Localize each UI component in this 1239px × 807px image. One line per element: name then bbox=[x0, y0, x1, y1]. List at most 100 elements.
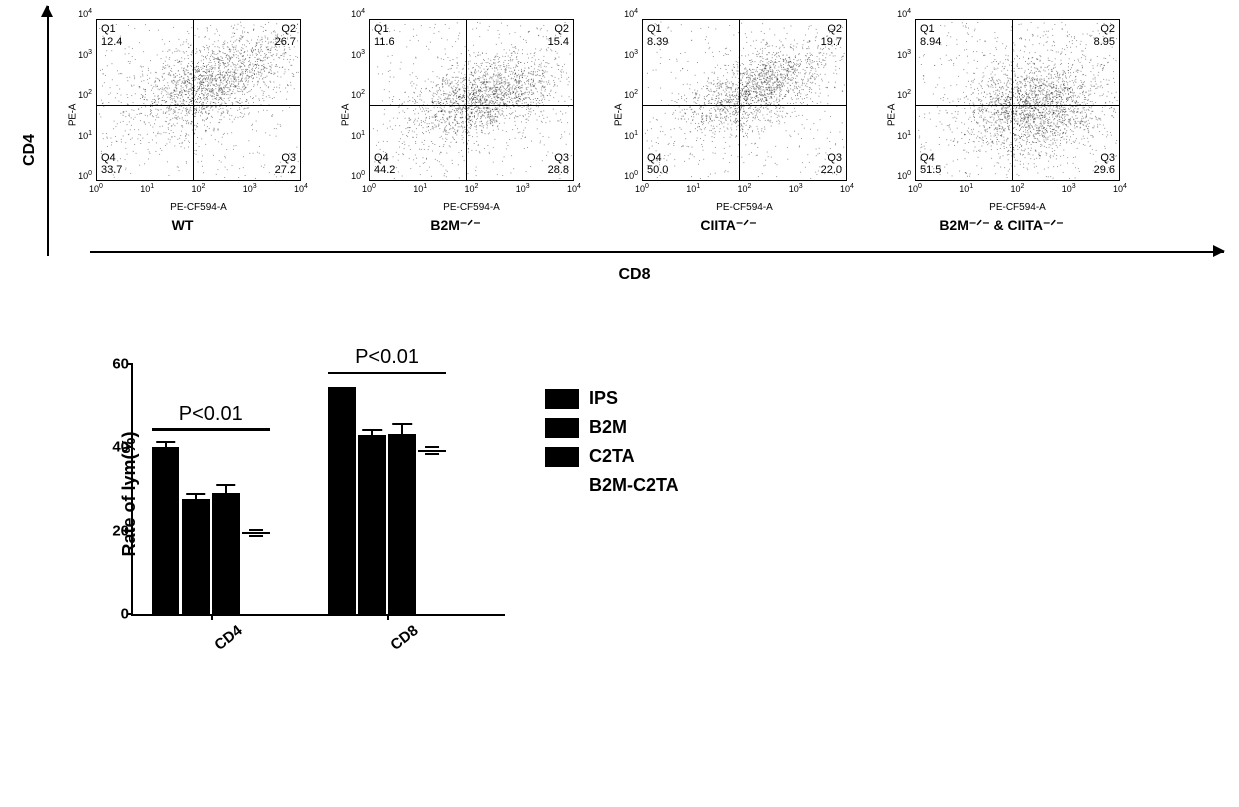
x-tick: 103 bbox=[1062, 183, 1076, 194]
scatter-plots-row: 100 101 102 103 104 PE-A Q112.4 Q226.7 Q327.2 Q43… bbox=[45, 15, 1224, 234]
legend-swatch bbox=[545, 447, 579, 467]
bar bbox=[328, 387, 356, 614]
x-tick: 104 bbox=[567, 183, 581, 194]
cd4-label-text: CD4 bbox=[21, 133, 39, 165]
x-tick: 100 bbox=[89, 183, 103, 194]
quadrant-label: Q433.7 bbox=[101, 152, 122, 177]
y-tick: 104 bbox=[351, 8, 365, 19]
legend-swatch bbox=[545, 476, 579, 496]
quadrant-label: Q28.95 bbox=[1094, 23, 1115, 48]
plot-y-sublabel: PE-A bbox=[614, 104, 625, 126]
quadrant-label: Q112.4 bbox=[101, 23, 122, 48]
quadrant-label: Q444.2 bbox=[374, 152, 395, 177]
y-tick: 103 bbox=[78, 49, 92, 60]
cd8-axis-label: CD8 bbox=[45, 266, 1224, 284]
plot-x-sublabel: PE-CF594-A bbox=[915, 202, 1120, 213]
quadrant-label: Q219.7 bbox=[821, 23, 842, 48]
x-tick: 100 bbox=[908, 183, 922, 194]
scatter-canvas bbox=[97, 20, 300, 180]
y-tick: 104 bbox=[78, 8, 92, 19]
bar-group-label: CD4 bbox=[211, 622, 245, 654]
quadrant-label: Q226.7 bbox=[275, 23, 296, 48]
quadrant-label: Q328.8 bbox=[548, 152, 569, 177]
x-tick: 103 bbox=[516, 183, 530, 194]
scatter-canvas bbox=[916, 20, 1119, 180]
plot-title: CIITA⁻ᐟ⁻ bbox=[700, 217, 756, 234]
bar-chart-panel: Rate of lym(%) 0204060CD4P<0.01CD8P<0.01… bbox=[75, 324, 1224, 664]
plot-area: Q18.39 Q219.7 Q322.0 Q450.0 bbox=[642, 19, 847, 181]
y-tick: 102 bbox=[897, 89, 911, 100]
plot-y-sublabel: PE-A bbox=[887, 104, 898, 126]
y-arrow bbox=[40, 6, 54, 256]
plot-title: B2M⁻ᐟ⁻ & CIITA⁻ᐟ⁻ bbox=[939, 217, 1063, 234]
scatter-canvas bbox=[370, 20, 573, 180]
legend-item: B2M bbox=[545, 417, 679, 438]
plot-title: WT bbox=[172, 217, 194, 233]
plot-title: B2M⁻ᐟ⁻ bbox=[430, 217, 480, 234]
plot-box: 100101102103104PE-AQ18.39Q219.7Q322.0Q45… bbox=[606, 15, 851, 215]
bar-chart: Rate of lym(%) 0204060CD4P<0.01CD8P<0.01 bbox=[75, 324, 515, 664]
y-tick: 103 bbox=[897, 49, 911, 60]
legend: IPS B2M C2TA B2M-C2TA bbox=[545, 388, 679, 504]
plot-box: 100101102103104PE-AQ111.6Q215.4Q328.8Q44… bbox=[333, 15, 578, 215]
x-tick: 101 bbox=[959, 183, 973, 194]
bar-group-label: CD8 bbox=[387, 622, 421, 654]
legend-item: IPS bbox=[545, 388, 679, 409]
scatter-panel: 100101102103104PE-AQ18.94Q28.95Q329.6Q45… bbox=[879, 15, 1124, 234]
p-value-label: P<0.01 bbox=[355, 346, 419, 369]
y-tick: 102 bbox=[78, 89, 92, 100]
legend-label: B2M-C2TA bbox=[589, 475, 679, 496]
quadrant-label: Q329.6 bbox=[1094, 152, 1115, 177]
bar-y-tick: 40 bbox=[93, 439, 129, 456]
y-tick: 101 bbox=[897, 130, 911, 141]
quadrant-label: Q18.94 bbox=[920, 23, 941, 48]
y-tick: 101 bbox=[351, 130, 365, 141]
scatter-panel: 100 101 102 103 104 PE-A Q112.4 Q226.7 Q327.2 Q43… bbox=[60, 15, 305, 234]
scatter-canvas bbox=[643, 20, 846, 180]
y-tick: 102 bbox=[351, 89, 365, 100]
plot-x-sublabel: PE-CF594-A bbox=[369, 202, 574, 213]
y-tick: 101 bbox=[624, 130, 638, 141]
x-tick: 101 bbox=[140, 183, 154, 194]
plot-y-sublabel: PE-A bbox=[68, 104, 79, 126]
plot-area: Q111.6 Q215.4 Q328.8 Q444.2 bbox=[369, 19, 574, 181]
x-tick: 103 bbox=[789, 183, 803, 194]
x-arrow bbox=[90, 244, 1224, 258]
quadrant-label: Q322.0 bbox=[821, 152, 842, 177]
x-tick: 104 bbox=[1113, 183, 1127, 194]
x-tick: 103 bbox=[243, 183, 257, 194]
y-tick: 104 bbox=[624, 8, 638, 19]
plot-x-sublabel: PE-CF594-A bbox=[96, 202, 301, 213]
x-tick: 100 bbox=[635, 183, 649, 194]
plot-box: 100101102103104PE-AQ18.94Q28.95Q329.6Q45… bbox=[879, 15, 1124, 215]
y-tick: 101 bbox=[78, 130, 92, 141]
legend-item: C2TA bbox=[545, 446, 679, 467]
plot-x-sublabel: PE-CF594-A bbox=[642, 202, 847, 213]
plot-y-sublabel: PE-A bbox=[341, 104, 352, 126]
quadrant-label: Q111.6 bbox=[374, 23, 395, 48]
flow-cytometry-panel: CD4 100 101 102 103 104 PE-A Q112.4 Q226.7 Q327.… bbox=[15, 15, 1224, 284]
y-tick: 100 bbox=[78, 170, 92, 181]
x-tick: 102 bbox=[1011, 183, 1025, 194]
legend-swatch bbox=[545, 418, 579, 438]
bar-y-tick: 20 bbox=[93, 522, 129, 539]
bar bbox=[212, 493, 240, 614]
plot-area: Q112.4 Q226.7 Q327.2 Q433.7 bbox=[96, 19, 301, 181]
quadrant-label: Q18.39 bbox=[647, 23, 668, 48]
y-tick: 104 bbox=[897, 8, 911, 19]
x-tick: 104 bbox=[294, 183, 308, 194]
x-tick: 102 bbox=[465, 183, 479, 194]
y-tick: 103 bbox=[351, 49, 365, 60]
x-tick: 102 bbox=[192, 183, 206, 194]
y-tick: 102 bbox=[624, 89, 638, 100]
legend-label: B2M bbox=[589, 417, 627, 438]
bar bbox=[388, 434, 416, 614]
bar-y-tick: 0 bbox=[93, 606, 129, 623]
legend-label: IPS bbox=[589, 388, 618, 409]
quadrant-label: Q215.4 bbox=[548, 23, 569, 48]
bar bbox=[182, 499, 210, 614]
scatter-panel: 100101102103104PE-AQ111.6Q215.4Q328.8Q44… bbox=[333, 15, 578, 234]
quadrant-label: Q327.2 bbox=[275, 152, 296, 177]
y-tick: 100 bbox=[624, 170, 638, 181]
quadrant-label: Q450.0 bbox=[647, 152, 668, 177]
